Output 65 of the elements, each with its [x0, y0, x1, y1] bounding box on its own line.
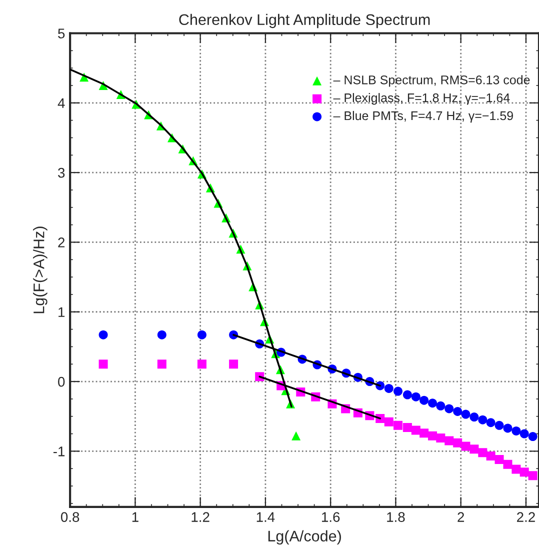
x-tick-label: 1.4: [256, 512, 275, 522]
point: [411, 392, 420, 402]
point: [197, 360, 206, 369]
legend-label: – NSLB Spectrum, RMS=6.13 code: [333, 75, 530, 87]
x-tick-label: 1.2: [192, 512, 210, 522]
y-tick-label: 0: [58, 376, 65, 387]
point: [520, 468, 529, 477]
point: [402, 390, 412, 400]
point: [494, 420, 504, 430]
point: [229, 360, 238, 369]
point: [157, 360, 166, 369]
point: [436, 433, 446, 442]
point: [520, 429, 529, 438]
point: [420, 396, 429, 405]
x-tick-label: 1.6: [322, 512, 340, 522]
point: [411, 426, 420, 435]
chart-title: Cherenkov Light Amplitude Spectrum: [179, 14, 430, 28]
y-tick-label: 3: [58, 168, 65, 178]
x-tick-label: 2.2: [517, 512, 535, 522]
point: [420, 428, 429, 438]
point: [453, 438, 462, 448]
x-tick-label: 1.8: [387, 512, 405, 522]
point: [512, 464, 521, 474]
point: [486, 418, 496, 428]
legend-label: – Plexiglass, F=1.8 Hz, γ=−1.64: [333, 93, 510, 105]
point: [197, 330, 206, 340]
point: [428, 398, 438, 408]
x-tick-label: 1: [132, 512, 138, 522]
point: [453, 406, 462, 416]
point: [461, 442, 470, 451]
point: [292, 431, 301, 440]
point: [503, 460, 512, 469]
x-axis-title: Lg(A/code): [268, 530, 341, 545]
point: [444, 404, 454, 414]
point: [98, 330, 108, 340]
y-tick-label: 1: [58, 307, 65, 317]
point: [478, 415, 488, 424]
point: [393, 386, 402, 396]
point: [444, 436, 454, 446]
point: [470, 412, 479, 422]
y-tick-label: 5: [58, 28, 65, 38]
point: [98, 360, 108, 369]
point: [486, 452, 496, 461]
x-tick-label: 2: [458, 512, 464, 522]
legend-label: – Blue PMTs, F=4.7 Hz, γ=−1.59: [333, 110, 513, 123]
point: [393, 420, 402, 430]
y-tick-label: 2: [58, 238, 65, 248]
point: [528, 432, 538, 442]
point: [384, 384, 394, 393]
point: [436, 401, 446, 410]
point: [503, 424, 512, 433]
point: [384, 417, 394, 426]
point: [428, 431, 438, 440]
y-tick-label: -1: [53, 446, 65, 456]
y-axis-title: Lg(F(>A)/Hz): [33, 226, 48, 314]
y-tick-label: 4: [58, 98, 65, 108]
point: [512, 426, 521, 436]
point: [157, 330, 166, 340]
x-tick-label: 0.8: [60, 512, 80, 522]
point: [494, 455, 504, 464]
point: [461, 410, 470, 419]
point: [478, 448, 488, 458]
point: [470, 444, 479, 454]
point: [402, 423, 412, 432]
point: [528, 471, 538, 480]
